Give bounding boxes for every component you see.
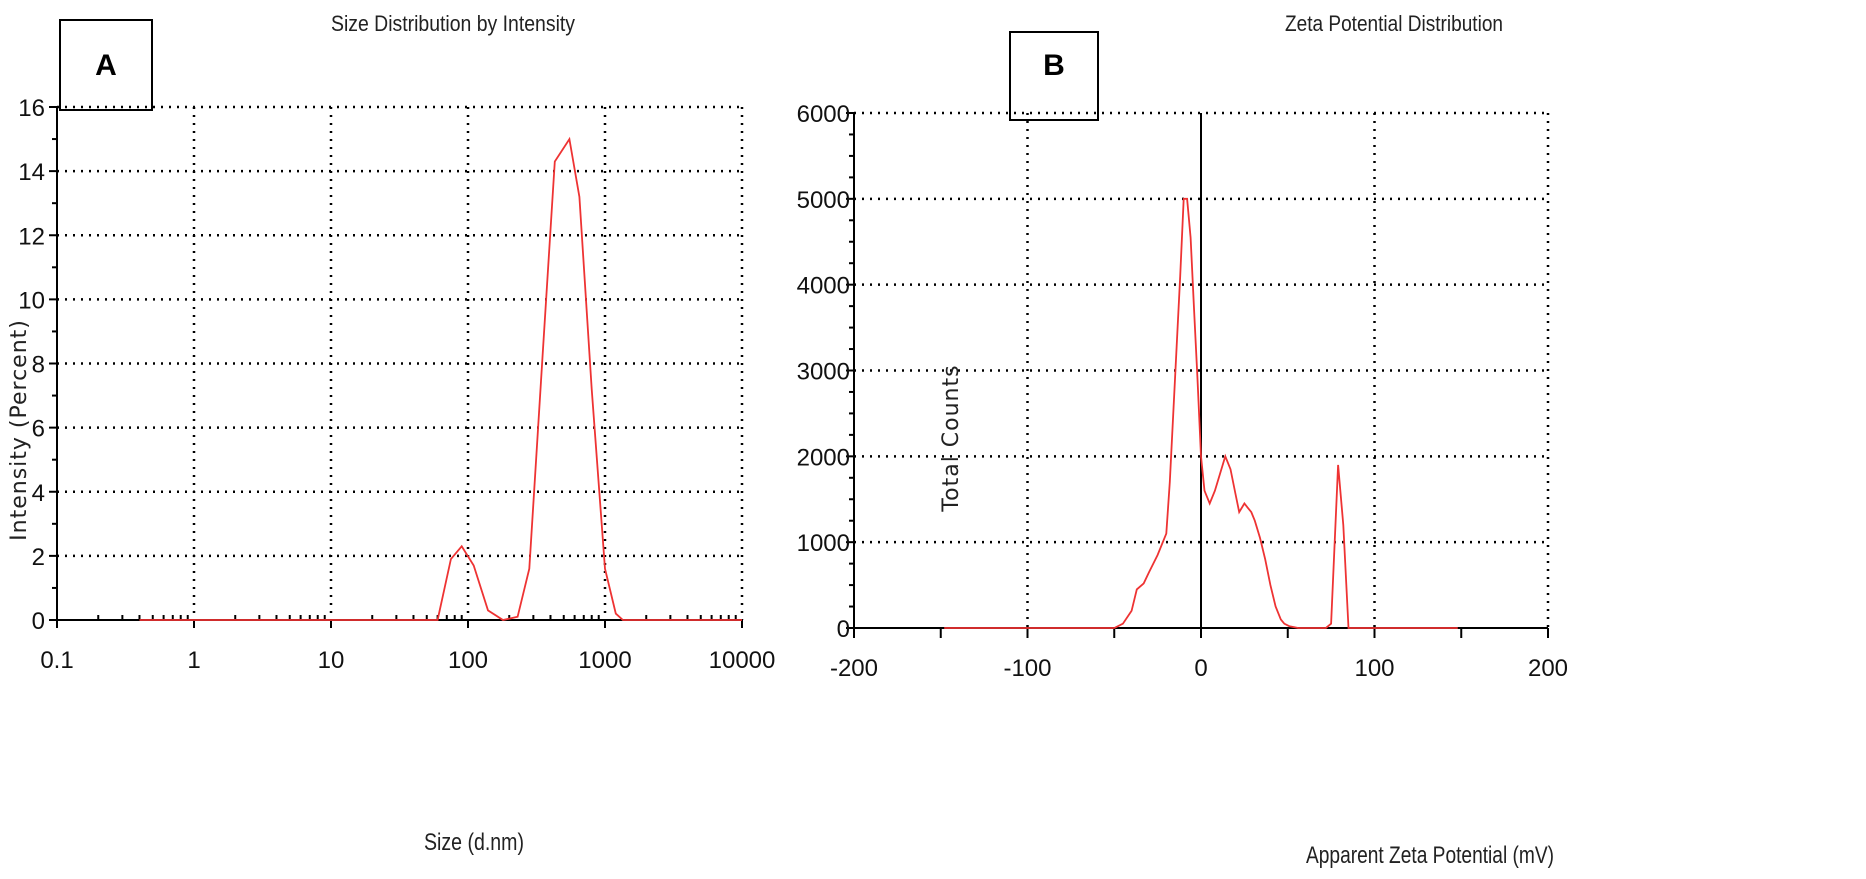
panel-label-box-a bbox=[59, 19, 153, 111]
chart-b-series-line bbox=[944, 197, 1458, 629]
chart-a-x-tick-label: 1 bbox=[187, 647, 200, 674]
size-distribution-chart: A Size Distribution by Intensity 0246810… bbox=[7, 11, 775, 856]
chart-a-axes bbox=[56, 107, 742, 621]
chart-b-y-tick-label: 3000 bbox=[797, 359, 850, 386]
chart-b-y-tick-label: 4000 bbox=[797, 273, 850, 300]
chart-a-x-tick-label: 10000 bbox=[709, 647, 776, 674]
chart-a-y-axis-label: Intensity (Percent) bbox=[7, 319, 32, 541]
panel-label-a: A bbox=[95, 49, 117, 82]
chart-a-y-tick-label: 2 bbox=[32, 544, 45, 571]
chart-a-y-tick-label: 0 bbox=[32, 608, 45, 635]
chart-b-x-axis-label: Apparent Zeta Potential (mV) bbox=[1306, 842, 1554, 869]
chart-b-y-axis-label: Total Counts bbox=[939, 364, 964, 512]
chart-a-tick-labels: 0 2 4 6 8 10 12 14 16 0.1 1 10 100 1000 10000 bbox=[18, 95, 775, 674]
chart-a-title: Size Distribution by Intensity bbox=[331, 11, 575, 36]
chart-b-x-tick-label: -200 bbox=[830, 655, 878, 682]
chart-a-ticks bbox=[49, 106, 743, 628]
chart-b-x-tick-label: -100 bbox=[1003, 655, 1051, 682]
chart-b-ticks bbox=[846, 112, 1549, 638]
zeta-potential-chart: B Zeta Potential Distribution 0100020003… bbox=[797, 11, 1568, 869]
chart-b-grid bbox=[854, 111, 1550, 628]
chart-b-y-tick-label: 5000 bbox=[797, 187, 850, 214]
chart-a-y-tick-label: 6 bbox=[32, 416, 45, 443]
chart-b-y-tick-label: 0 bbox=[837, 616, 850, 643]
chart-a-y-tick-label: 10 bbox=[18, 287, 45, 314]
chart-a-x-tick-label: 100 bbox=[448, 647, 488, 674]
chart-b-y-tick-label: 2000 bbox=[797, 444, 850, 471]
chart-a-y-tick-label: 8 bbox=[32, 352, 45, 379]
chart-a-x-tick-label: 10 bbox=[318, 647, 345, 674]
panel-label-b: B bbox=[1043, 49, 1065, 82]
chart-a-y-tick-label: 14 bbox=[18, 159, 45, 186]
chart-b-title: Zeta Potential Distribution bbox=[1285, 11, 1503, 36]
chart-a-grid bbox=[57, 105, 744, 620]
chart-a-y-tick-label: 16 bbox=[18, 95, 45, 122]
chart-a-x-axis-label: Size (d.nm) bbox=[424, 829, 524, 856]
chart-b-x-tick-label: 0 bbox=[1194, 655, 1207, 682]
chart-b-y-tick-label: 6000 bbox=[797, 101, 850, 128]
chart-b-tick-labels: 0 1000 2000 3000 4000 5000 6000 -200 -100 0 100 200 bbox=[797, 101, 1568, 682]
panel-label-box-b bbox=[1009, 31, 1099, 121]
chart-b-y-tick-label: 1000 bbox=[797, 530, 850, 557]
chart-a-x-tick-label: 0.1 bbox=[40, 647, 73, 674]
chart-b-x-tick-label: 200 bbox=[1528, 655, 1568, 682]
chart-a-y-tick-label: 4 bbox=[32, 480, 45, 507]
chart-b-x-tick-label: 100 bbox=[1354, 655, 1394, 682]
chart-a-series-line bbox=[139, 136, 742, 621]
chart-a-y-tick-label: 12 bbox=[18, 223, 45, 250]
chart-a-x-tick-label: 1000 bbox=[578, 647, 631, 674]
